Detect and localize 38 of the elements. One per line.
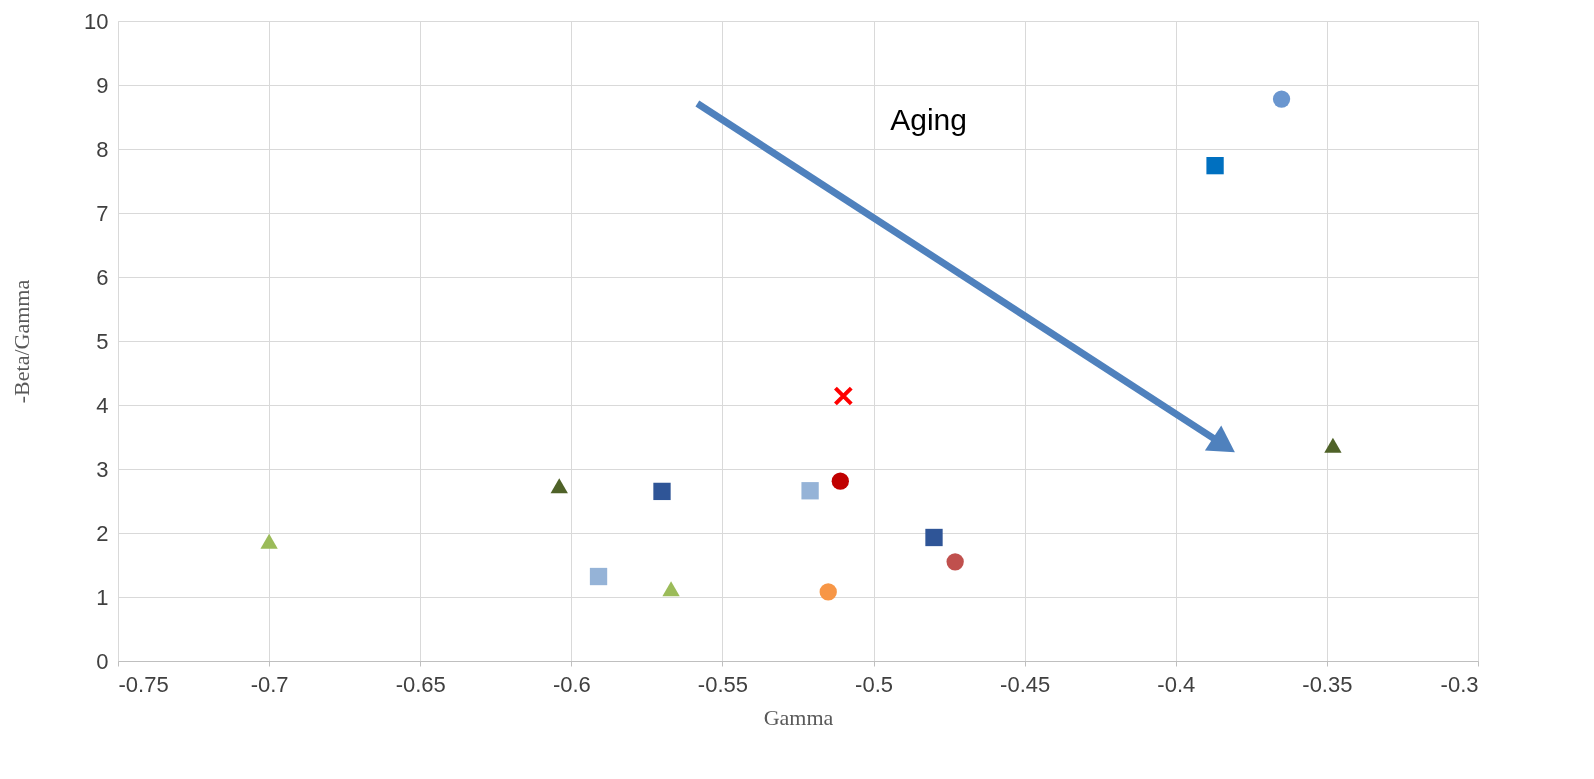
- x-axis-title: Gamma: [763, 704, 834, 730]
- point: [1324, 437, 1342, 453]
- point: [831, 472, 849, 490]
- point: [662, 581, 680, 597]
- x-tick-label: -0.7: [250, 671, 289, 697]
- annotation: Aging: [890, 103, 967, 137]
- y-tick-label: 0: [96, 648, 109, 674]
- point: [925, 528, 943, 547]
- point: [260, 533, 278, 549]
- y-tick-label: 4: [96, 392, 109, 418]
- point: [819, 583, 837, 601]
- point: [589, 567, 608, 586]
- point: [1206, 156, 1224, 175]
- x-tick-label: -0.5: [855, 671, 894, 697]
- x-tick-label: -0.35: [1302, 671, 1353, 697]
- point: [653, 482, 671, 501]
- y-tick-label: 9: [96, 72, 109, 98]
- y-axis-title: -Beta/Gamma: [9, 279, 35, 404]
- point: [801, 482, 819, 500]
- y-tick-label: 2: [96, 520, 109, 546]
- x-tick-label: -0.3: [1440, 671, 1479, 697]
- x-tick-label: -0.6: [552, 671, 591, 697]
- y-tick-label: 3: [96, 456, 109, 482]
- x-tick-label: -0.4: [1157, 671, 1196, 697]
- x-tick-label: -0.45: [1000, 671, 1051, 697]
- y-tick-label: 7: [96, 200, 109, 226]
- x-tick-label: -0.75: [118, 671, 169, 697]
- point: [550, 478, 568, 494]
- y-tick-label: 5: [96, 328, 109, 354]
- point: [1272, 90, 1291, 108]
- y-tick-label: 10: [84, 8, 109, 34]
- x-tick-label: -0.65: [395, 671, 446, 697]
- y-tick-label: 1: [96, 584, 109, 610]
- point: [833, 386, 854, 406]
- x-tick-label: -0.55: [697, 671, 749, 697]
- y-tick-label: 6: [96, 264, 109, 290]
- point: [946, 553, 964, 571]
- y-tick-label: 8: [96, 136, 109, 162]
